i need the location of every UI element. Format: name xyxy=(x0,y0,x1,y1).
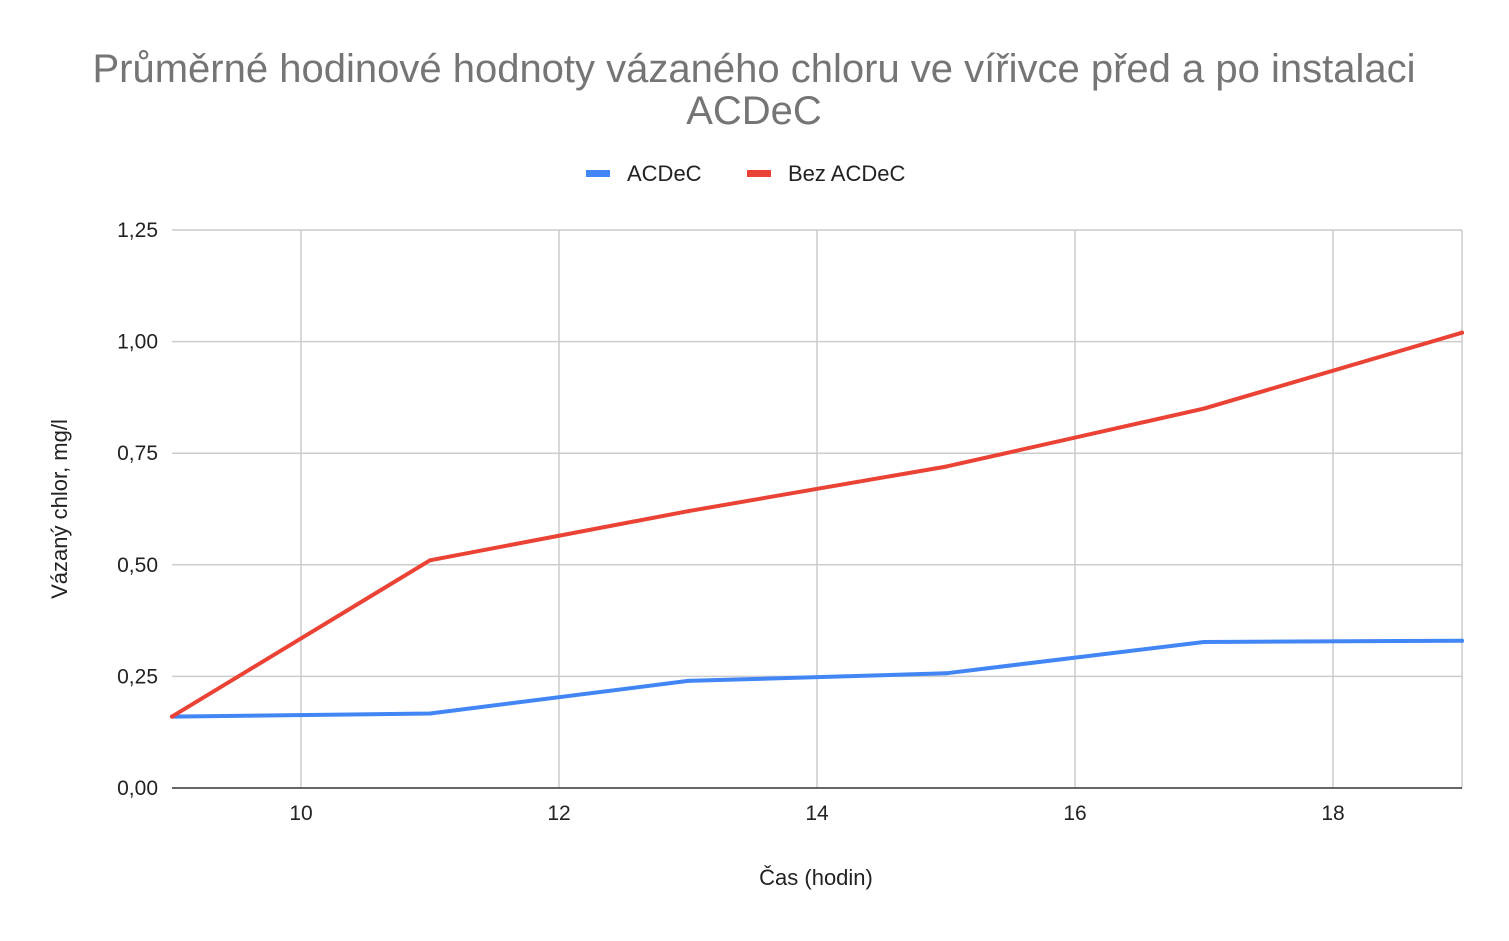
y-tick-label: 1,25 xyxy=(117,219,158,242)
y-tick-label: 0,75 xyxy=(117,442,158,465)
y-tick-label: 0,50 xyxy=(117,554,158,577)
chart-title-line-1: Průměrné hodinové hodnoty vázaného chlor… xyxy=(92,47,1415,91)
x-tick-label: 16 xyxy=(1063,802,1086,825)
data-point xyxy=(1202,406,1206,411)
data-point xyxy=(1460,638,1464,643)
series-line-acdec xyxy=(170,638,1464,719)
legend-swatch xyxy=(586,170,610,177)
x-axis-title: Čas (hodin) xyxy=(759,865,873,890)
y-axis-title: Vázaný chlor, mg/l xyxy=(47,419,72,599)
data-point xyxy=(1202,640,1206,645)
data-point xyxy=(944,464,948,469)
x-tick-label: 14 xyxy=(805,802,829,825)
data-point xyxy=(170,714,174,719)
y-tick-label: 1,00 xyxy=(117,331,158,354)
chart-title-line-2: ACDeC xyxy=(686,89,822,133)
x-tick-label: 18 xyxy=(1321,802,1344,825)
grid xyxy=(172,229,1463,789)
y-tick-label: 0,00 xyxy=(117,777,158,800)
data-point xyxy=(686,509,690,514)
data-point xyxy=(428,711,432,716)
legend-swatch xyxy=(747,170,771,177)
tick-labels: 0,00 0,25 0,50 0,75 1,00 1,25 10 12 14 16 18 xyxy=(117,219,1345,825)
legend-label: ACDeC xyxy=(627,161,702,186)
data-point xyxy=(428,558,432,563)
data-point xyxy=(944,671,948,676)
data-point xyxy=(686,678,690,683)
x-tick-label: 10 xyxy=(289,802,312,825)
y-tick-label: 0,25 xyxy=(117,665,158,688)
data-point xyxy=(1460,330,1464,335)
x-tick-label: 12 xyxy=(547,802,570,825)
series-line-bez-acdec xyxy=(170,330,1464,719)
series-layer xyxy=(170,330,1464,719)
legend: ACDeC Bez ACDeC xyxy=(586,161,905,186)
legend-label: Bez ACDeC xyxy=(788,161,905,186)
